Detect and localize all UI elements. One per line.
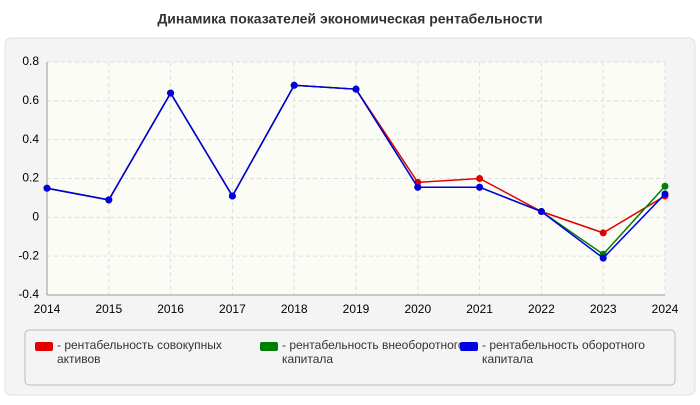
point [167,89,175,97]
y-tick-label: 0.4 [22,132,39,146]
x-tick-label: 2019 [343,302,370,316]
x-tick-label: 2017 [219,302,246,316]
x-tick-label: 2020 [404,302,431,316]
legend-swatch [460,342,478,351]
point [476,183,484,191]
point [290,81,298,89]
chart-title: Динамика показателей экономическая рента… [157,11,542,27]
point [537,208,545,216]
y-tick-label: 0.8 [22,54,39,68]
y-tick-label: 0.2 [22,171,39,185]
point [414,183,422,191]
y-tick-label: -0.4 [18,287,39,301]
legend [24,329,676,386]
point [105,196,113,204]
point [661,182,669,190]
legend-label: - рентабельность внеоборотного капитала [282,338,465,366]
legend-swatch [260,342,278,351]
point [661,190,669,198]
point [352,85,360,93]
x-tick-label: 2018 [281,302,308,316]
point [43,184,51,192]
legend-label: - рентабельность оборотного капитала [482,338,645,366]
y-tick-label: 0 [32,210,39,224]
x-tick-label: 2021 [466,302,493,316]
point [599,229,607,237]
y-tick-label: 0.6 [22,93,39,107]
legend-label: - рентабельность совокупных активов [57,338,222,366]
y-tick-label: -0.2 [18,248,39,262]
x-tick-label: 2015 [95,302,122,316]
x-tick-label: 2016 [157,302,184,316]
x-tick-label: 2024 [652,302,679,316]
point [228,192,236,200]
legend-swatch [35,342,53,351]
point [599,254,607,262]
x-tick-label: 2014 [34,302,61,316]
point [476,175,484,182]
x-tick-label: 2022 [528,302,555,316]
x-tick-label: 2023 [590,302,617,316]
